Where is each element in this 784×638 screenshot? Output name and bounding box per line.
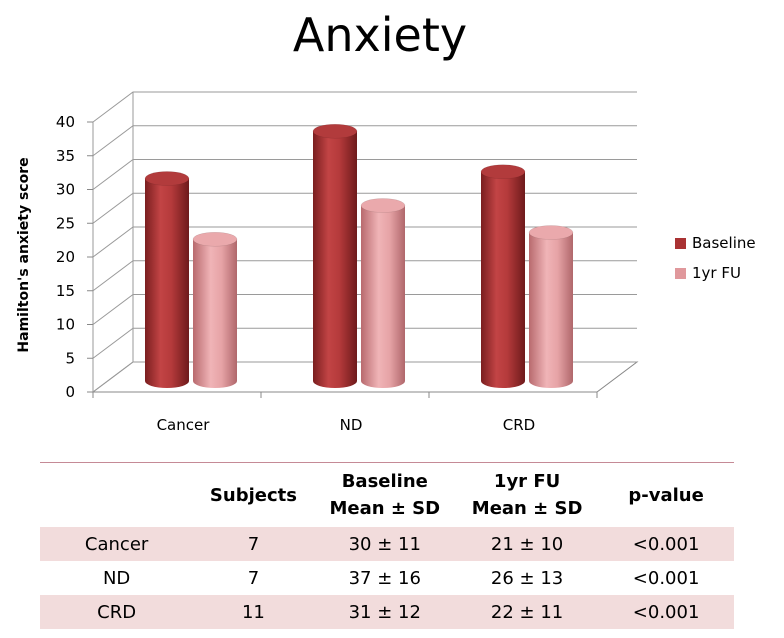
- cell-subjects: 7: [247, 567, 260, 589]
- cell-group: ND: [102, 567, 131, 589]
- y-tick-label: 25: [56, 214, 75, 232]
- header-baseline: Baseline Mean ± SD: [329, 471, 441, 519]
- table-row: ND 7 37 ± 16 26 ± 13 <0.001: [40, 561, 734, 595]
- gridline: [92, 327, 637, 359]
- bar-body: [145, 178, 189, 388]
- y-tick-label: 10: [56, 316, 75, 334]
- bar: [144, 171, 190, 388]
- legend-label: Baseline: [692, 234, 756, 252]
- table-header-row: Subjects Baseline Mean ± SD 1yr FU Mean ± …: [40, 462, 734, 528]
- gridline: [92, 159, 637, 190]
- cell-1yr-fu: 26 ± 13: [490, 567, 564, 589]
- bar-body: [313, 131, 357, 388]
- bar-top: [360, 198, 406, 213]
- legend-swatch: [675, 237, 686, 249]
- cell-baseline: 30 ± 11: [348, 533, 421, 555]
- legend-item-baseline: Baseline: [675, 228, 756, 258]
- y-tick-label: 40: [56, 113, 75, 131]
- y-tick-label: 0: [65, 383, 75, 401]
- cell-group: Cancer: [84, 533, 149, 555]
- gridline: [92, 91, 637, 123]
- chart-plot: 0 5 10 15 20 25 30 35 40 Cancer ND CRD Hamilton's …: [16, 91, 639, 434]
- header-1yr-fu: 1yr FU Mean ± SD: [471, 471, 583, 519]
- cell-p-value: <0.001: [632, 567, 700, 589]
- bar-body: [529, 232, 573, 388]
- y-tick-label: 30: [56, 181, 75, 199]
- table-row: CRD 11 31 ± 12 22 ± 11 <0.001: [40, 595, 734, 629]
- legend: Baseline 1yr FU: [675, 228, 756, 288]
- cell-baseline: 31 ± 12: [348, 601, 421, 623]
- bars: [144, 124, 574, 388]
- cell-p-value: <0.001: [632, 601, 700, 623]
- grid-lines: [87, 91, 637, 393]
- bar-top: [480, 164, 526, 179]
- bar-body: [193, 239, 237, 388]
- y-tick-label: 15: [56, 282, 75, 300]
- y-tick-label: 5: [65, 349, 75, 367]
- gridline: [92, 260, 637, 292]
- legend-swatch: [675, 267, 686, 279]
- gridline: [92, 192, 637, 224]
- bar-top: [144, 171, 190, 186]
- cell-1yr-fu: 21 ± 10: [490, 533, 564, 555]
- y-axis-label: Hamilton's anxiety score: [16, 157, 32, 352]
- chart-title: Anxiety: [292, 8, 468, 62]
- bar-body: [361, 205, 405, 388]
- bar-body: [481, 171, 525, 388]
- x-tick-label: ND: [340, 416, 363, 434]
- gridline: [92, 125, 637, 157]
- y-tick-label: 20: [56, 248, 75, 266]
- header-cell: [40, 463, 193, 528]
- cell-subjects: 11: [241, 601, 265, 623]
- gridline: [92, 361, 637, 393]
- bar-top: [192, 232, 238, 247]
- cell-subjects: 7: [247, 533, 260, 555]
- summary-table: Subjects Baseline Mean ± SD 1yr FU Mean ± …: [40, 462, 734, 629]
- x-tick-label: CRD: [503, 416, 535, 434]
- x-tick-label: Cancer: [157, 416, 211, 434]
- table-row: Cancer 7 30 ± 11 21 ± 10 <0.001: [40, 527, 734, 561]
- bar-top: [528, 225, 574, 240]
- bar: [312, 124, 358, 388]
- bar: [360, 198, 406, 388]
- cell-baseline: 37 ± 16: [348, 567, 421, 589]
- bar: [192, 232, 238, 388]
- legend-item-1yr-fu: 1yr FU: [675, 258, 756, 288]
- cell-p-value: <0.001: [632, 533, 700, 555]
- gridline: [92, 294, 637, 325]
- bar: [528, 225, 574, 388]
- cell-group: CRD: [97, 601, 137, 623]
- legend-label: 1yr FU: [692, 264, 741, 282]
- bar: [480, 164, 526, 388]
- gridline: [92, 226, 637, 258]
- bar-top: [312, 124, 358, 139]
- x-tick-labels: Cancer ND CRD: [92, 392, 598, 434]
- header-subjects: Subjects: [209, 484, 297, 506]
- y-tick-label: 35: [56, 147, 75, 165]
- header-p-value: p-value: [628, 484, 704, 506]
- y-tick-labels: 0 5 10 15 20 25 30 35 40: [56, 113, 75, 401]
- cell-1yr-fu: 22 ± 11: [490, 601, 564, 623]
